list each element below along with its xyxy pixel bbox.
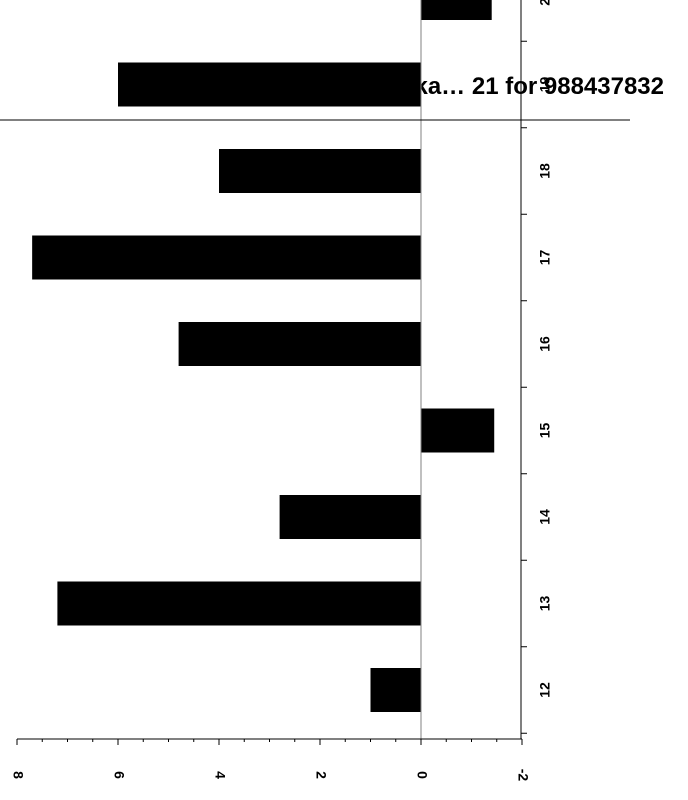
category-tick-label-15: 15 <box>537 423 553 439</box>
value-tick-label: 2 <box>313 771 329 779</box>
category-tick-label-12: 12 <box>537 682 553 698</box>
bar-18 <box>219 149 421 193</box>
value-tick-label: -2 <box>515 769 531 782</box>
bar-17 <box>32 235 422 280</box>
value-tick-label: 4 <box>212 771 228 779</box>
value-tick-label: 6 <box>111 771 127 779</box>
category-tick-label-19: 19 <box>537 77 553 93</box>
bar-14 <box>279 495 421 539</box>
category-tick-label-16: 16 <box>537 336 553 352</box>
bar-15 <box>421 408 495 453</box>
value-tick-label: 8 <box>10 771 26 779</box>
category-ticks-group: 12 13 14 15 16 17 18 19 20 <box>521 0 553 734</box>
category-tick-label-13: 13 <box>537 596 553 612</box>
bars-group <box>32 0 495 712</box>
category-tick-label-14: 14 <box>537 509 553 525</box>
bar-12 <box>370 668 421 712</box>
bar-20 <box>421 0 492 20</box>
value-tick-label: 0 <box>414 771 430 779</box>
value-ticks-group: 8 6 4 2 0 -2 <box>10 739 531 781</box>
bar-13 <box>57 581 422 626</box>
category-tick-label-17: 17 <box>537 250 553 266</box>
bar-19 <box>118 62 421 107</box>
category-tick-label-18: 18 <box>537 163 553 179</box>
bar-16 <box>178 322 421 366</box>
category-tick-label-20: 20 <box>537 0 553 6</box>
